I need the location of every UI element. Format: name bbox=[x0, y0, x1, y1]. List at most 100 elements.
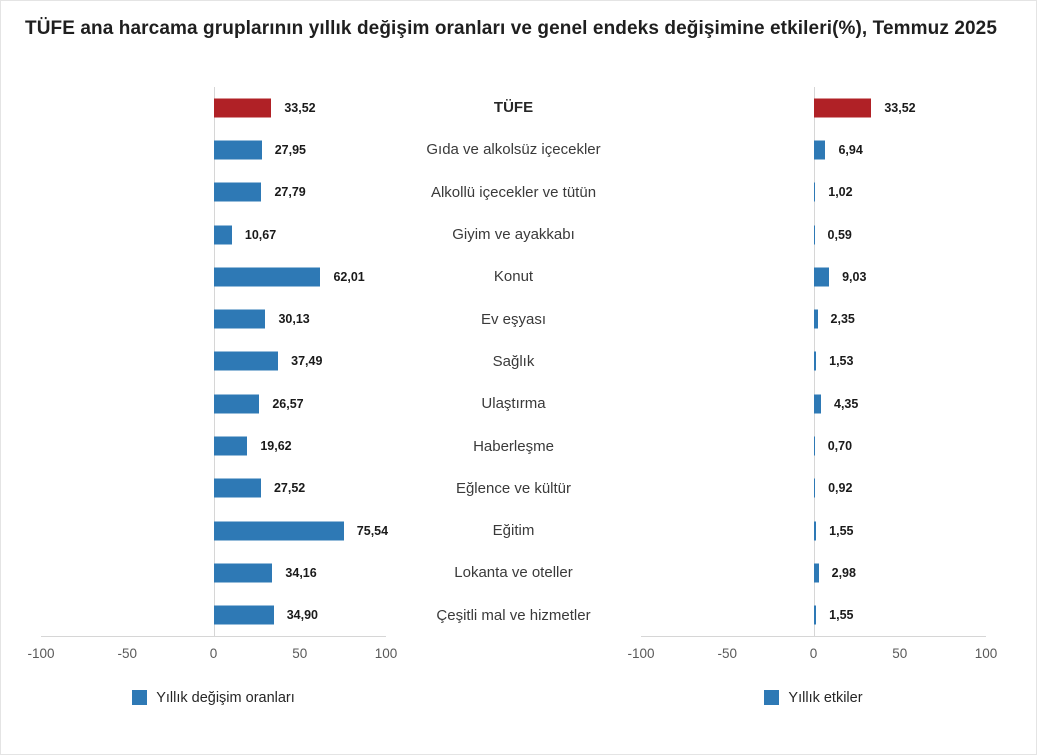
bar-row: 9,03 bbox=[641, 256, 986, 298]
bar-row: 2,98 bbox=[641, 552, 986, 594]
category-label: Eğlence ve kültür bbox=[455, 479, 572, 497]
bar-row: 30,13 bbox=[41, 298, 386, 340]
right-chart-legend[interactable]: Yıllık etkiler bbox=[641, 690, 986, 706]
bar-çeşitli-mal-ve-hizmetler bbox=[813, 605, 817, 625]
bar-eğlence-ve-kültür bbox=[813, 478, 816, 498]
x-axis-tick-label: 100 bbox=[974, 645, 998, 661]
bar-çeşitli-mal-ve-hizmetler bbox=[213, 605, 274, 625]
bar-ulaştırma bbox=[213, 394, 260, 414]
bar-value-label: 1,53 bbox=[829, 354, 854, 369]
x-axis-tick-label: 0 bbox=[809, 645, 818, 661]
x-axis-tick-label: -50 bbox=[117, 645, 138, 661]
left-chart-plot: 33,52 27,95 27,79 10,67 62,01 30,13 37,49 26,57… bbox=[41, 86, 389, 637]
category-label: Ev eşyası bbox=[480, 310, 547, 328]
bar-ulaştırma bbox=[813, 394, 821, 414]
category-label: Alkollü içecekler ve tütün bbox=[430, 183, 597, 201]
bar-row: 27,79 bbox=[41, 171, 386, 213]
category-label: Haberleşme bbox=[473, 437, 554, 455]
right-chart-column: 33,52 6,94 1,02 0,59 9,03 2,35 1,53 4,35 0,70 0,9… bbox=[627, 86, 997, 706]
bar-value-label: 27,79 bbox=[274, 185, 306, 200]
category-labels: TÜFE Gıda ve alkolsüz içecekler Alkollü iç… bbox=[386, 87, 641, 637]
bar-row: 4,35 bbox=[641, 383, 986, 425]
bar-alkollü-içecekler-ve-tütün bbox=[813, 182, 816, 202]
legend-swatch-blue bbox=[764, 690, 780, 706]
bar-haberleşme bbox=[213, 436, 248, 456]
x-axis-tick-label: -100 bbox=[27, 645, 55, 661]
legend-label: Yıllık etkiler bbox=[788, 689, 863, 706]
bar-row: 10,67 bbox=[41, 213, 386, 255]
right-chart-x-axis: -100 -50 0 50 100 bbox=[627, 645, 997, 666]
bar-row: 75,54 bbox=[41, 510, 389, 552]
bar-value-label: 2,98 bbox=[831, 565, 856, 580]
bar-sağlık bbox=[813, 351, 817, 371]
bar-row: 37,49 bbox=[41, 340, 386, 382]
bar-row: 19,62 bbox=[41, 425, 386, 467]
bar-ev-eşyası bbox=[813, 309, 818, 329]
bar-row: 1,02 bbox=[641, 171, 986, 213]
bar-row: 6,94 bbox=[641, 129, 986, 171]
legend-swatch-blue bbox=[132, 690, 148, 706]
category-label: Ulaştırma bbox=[481, 395, 546, 413]
bar-value-label: 34,90 bbox=[286, 608, 318, 623]
bar-row: 33,52 bbox=[641, 87, 986, 129]
bar-alkollü-içecekler-ve-tütün bbox=[213, 182, 262, 202]
charts-area: 33,52 27,95 27,79 10,67 62,01 30,13 37,49 26,57… bbox=[1, 86, 1036, 706]
bar-value-label: 0,92 bbox=[828, 481, 853, 496]
bar-row: 33,52 bbox=[41, 87, 386, 129]
bar-eğlence-ve-kültür bbox=[213, 478, 261, 498]
left-chart-x-axis: -100 -50 0 50 100 bbox=[27, 645, 397, 666]
x-axis-tick-label: -100 bbox=[627, 645, 655, 661]
category-label: Lokanta ve oteller bbox=[454, 564, 573, 582]
bar-gıda-ve-alkolsüz-içecekler bbox=[813, 140, 826, 160]
bar-lokanta-ve-oteller bbox=[813, 563, 819, 583]
bar-konut bbox=[813, 267, 830, 287]
bar-value-label: 33,52 bbox=[884, 100, 916, 115]
bar-value-label: 75,54 bbox=[356, 523, 389, 538]
x-axis-tick-label: 100 bbox=[374, 645, 398, 661]
right-chart-plot: 33,52 6,94 1,02 0,59 9,03 2,35 1,53 4,35 0,70 0,9… bbox=[641, 86, 986, 637]
bar-giyim-ve-ayakkabı bbox=[213, 225, 232, 245]
bar-row: 0,70 bbox=[641, 425, 986, 467]
bar-lokanta-ve-oteller bbox=[213, 563, 273, 583]
category-label: Sağlık bbox=[492, 352, 535, 370]
x-axis-tick-label: 50 bbox=[292, 645, 308, 661]
category-label: Eğitim bbox=[492, 522, 535, 540]
bar-row: 1,53 bbox=[641, 340, 986, 382]
bar-row: 0,59 bbox=[641, 213, 986, 255]
bar-row: 26,57 bbox=[41, 383, 386, 425]
bar-giyim-ve-ayakkabı bbox=[813, 225, 815, 245]
legend-label: Yıllık değişim oranları bbox=[156, 689, 295, 706]
bar-row: 1,55 bbox=[641, 510, 986, 552]
bar-value-label: 0,59 bbox=[827, 227, 852, 242]
category-label: Gıda ve alkolsüz içecekler bbox=[426, 141, 601, 159]
bar-value-label: 4,35 bbox=[834, 396, 859, 411]
bar-value-label: 0,70 bbox=[827, 439, 853, 454]
left-chart-legend[interactable]: Yıllık değişim oranları bbox=[41, 690, 386, 706]
bar-row: 27,95 bbox=[41, 129, 386, 171]
left-chart-column: 33,52 27,95 27,79 10,67 62,01 30,13 37,49 26,57… bbox=[27, 86, 397, 706]
category-label: Konut bbox=[493, 268, 534, 286]
bar-value-label: 1,55 bbox=[829, 523, 854, 538]
bar-konut bbox=[213, 267, 321, 287]
x-axis-tick-label: 0 bbox=[209, 645, 218, 661]
bar-row: 34,90 bbox=[41, 594, 386, 636]
bar-tüfe bbox=[213, 98, 272, 118]
bar-eğitim bbox=[213, 521, 344, 541]
category-label: TÜFE bbox=[493, 99, 534, 117]
bar-tüfe bbox=[813, 98, 872, 118]
bar-value-label: 9,03 bbox=[842, 269, 867, 284]
bar-value-label: 6,94 bbox=[838, 142, 863, 157]
chart-title: TÜFE ana harcama gruplarının yıllık deği… bbox=[25, 18, 997, 39]
bar-row: 0,92 bbox=[641, 467, 986, 509]
bar-row: 1,55 bbox=[641, 594, 986, 636]
bar-value-label: 2,35 bbox=[830, 312, 855, 327]
bar-value-label: 27,95 bbox=[274, 142, 306, 157]
bar-row: 62,01 bbox=[41, 256, 386, 298]
bar-gıda-ve-alkolsüz-içecekler bbox=[213, 140, 262, 160]
bar-row: 34,16 bbox=[41, 552, 386, 594]
bar-row: 2,35 bbox=[641, 298, 986, 340]
bar-value-label: 27,52 bbox=[273, 481, 306, 496]
bar-haberleşme bbox=[813, 436, 815, 456]
bar-value-label: 30,13 bbox=[278, 312, 310, 327]
